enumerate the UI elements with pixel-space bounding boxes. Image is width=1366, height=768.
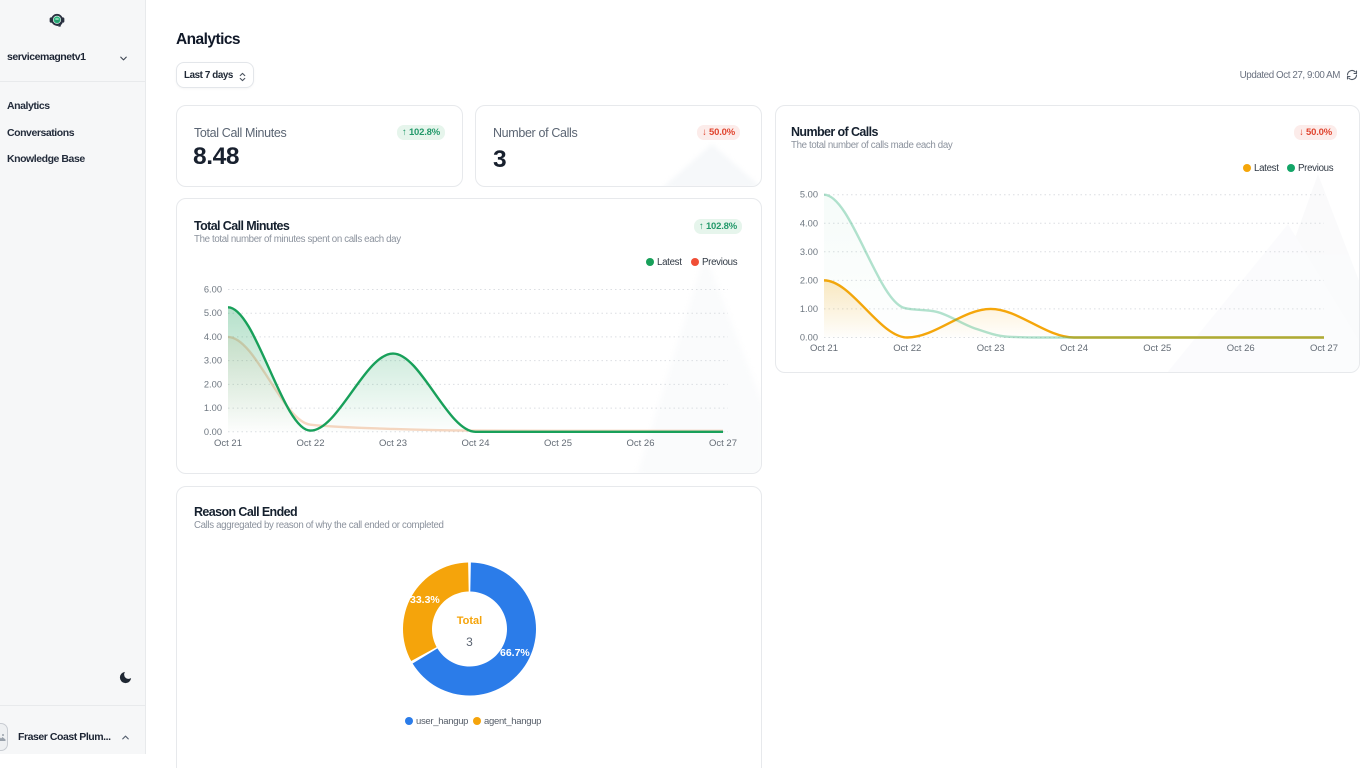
svg-text:3: 3 [466, 635, 473, 649]
svg-text:66.7%: 66.7% [500, 647, 530, 659]
svg-text:4.00: 4.00 [800, 218, 818, 228]
svg-text:Oct 25: Oct 25 [544, 438, 572, 449]
svg-text:Oct 26: Oct 26 [1227, 343, 1255, 354]
svg-text:Oct 21: Oct 21 [214, 438, 242, 449]
svg-text:0.00: 0.00 [800, 333, 818, 343]
svg-text:Oct 26: Oct 26 [627, 438, 655, 449]
svg-text:6.00: 6.00 [204, 285, 222, 295]
svg-text:Oct 25: Oct 25 [1143, 343, 1171, 354]
svg-text:2.00: 2.00 [204, 379, 222, 389]
svg-text:5.00: 5.00 [800, 190, 818, 200]
svg-text:5.00: 5.00 [204, 308, 222, 318]
svg-text:33.3%: 33.3% [410, 594, 440, 606]
svg-text:Oct 24: Oct 24 [1060, 343, 1088, 354]
svg-text:Oct 27: Oct 27 [1310, 343, 1338, 354]
svg-text:Oct 21: Oct 21 [810, 343, 838, 354]
svg-text:1.00: 1.00 [204, 403, 222, 413]
svg-text:Oct 27: Oct 27 [709, 438, 737, 449]
svg-text:0.00: 0.00 [204, 427, 222, 437]
svg-text:Oct 23: Oct 23 [977, 343, 1005, 354]
svg-text:Oct 23: Oct 23 [379, 438, 407, 449]
svg-text:3.00: 3.00 [800, 247, 818, 257]
svg-text:4.00: 4.00 [204, 332, 222, 342]
svg-text:Oct 24: Oct 24 [462, 438, 490, 449]
svg-text:Oct 22: Oct 22 [893, 343, 921, 354]
svg-text:1.00: 1.00 [800, 304, 818, 314]
svg-text:2.00: 2.00 [800, 275, 818, 285]
svg-text:3.00: 3.00 [204, 356, 222, 366]
svg-text:Oct 22: Oct 22 [297, 438, 325, 449]
svg-text:Total: Total [457, 615, 482, 627]
